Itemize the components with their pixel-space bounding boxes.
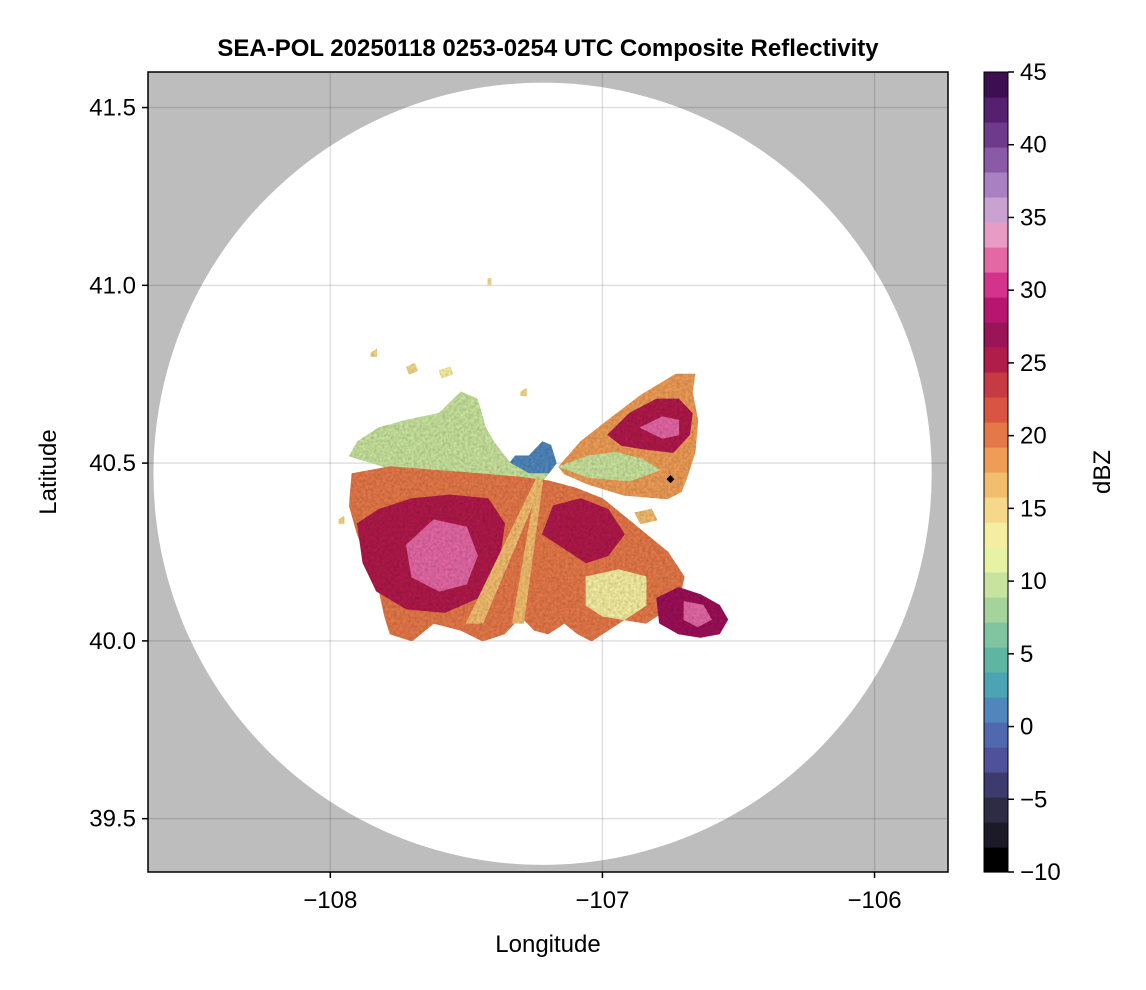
y-tick-label: 41.5: [89, 95, 136, 122]
colorbar-swatch: [984, 722, 1008, 748]
reflectivity-echoes: [338, 277, 729, 642]
x-tick-label: −107: [575, 887, 629, 914]
x-tick-label: −106: [847, 887, 901, 914]
colorbar-tick-label: 15: [1020, 495, 1047, 522]
echo-south-green: [585, 569, 647, 621]
x-tick-label: −108: [303, 887, 357, 914]
colorbar-tick-label: 0: [1020, 714, 1033, 741]
echo-central-orange: [542, 498, 625, 564]
colorbar-swatch: [984, 472, 1008, 498]
echo-frag-5: [338, 515, 345, 525]
echo-ray-sw: [465, 476, 544, 624]
colorbar-tick-label: 20: [1020, 423, 1047, 450]
echo-frag-4: [370, 348, 378, 357]
echo-frag-2: [438, 366, 454, 379]
colorbar-swatch: [984, 622, 1008, 648]
colorbar-tick-label: 40: [1020, 132, 1047, 159]
colorbar-tick-label: −5: [1020, 786, 1047, 813]
y-tick-label: 40.0: [89, 628, 136, 655]
colorbar-swatch: [984, 347, 1008, 373]
colorbar-swatch: [984, 847, 1008, 873]
colorbar-tick-label: 30: [1020, 277, 1047, 304]
colorbar-swatch: [984, 147, 1008, 173]
colorbar-tick-label: 35: [1020, 204, 1047, 231]
echo-frag-1: [487, 277, 492, 286]
colorbar-swatch: [984, 547, 1008, 573]
colorbar-tick-label: 25: [1020, 350, 1047, 377]
colorbar-swatch: [984, 597, 1008, 623]
y-axis: 39.5 40.0 40.5 41.0 41.5: [89, 95, 148, 833]
echo-ne-core: [640, 416, 680, 439]
colorbar-tick-label: 45: [1020, 59, 1047, 86]
colorbar-swatch: [984, 697, 1008, 723]
colorbar-swatch: [984, 422, 1008, 448]
colorbar-swatch: [984, 197, 1008, 223]
echo-frag-3: [406, 363, 418, 375]
colorbar-swatch: [984, 797, 1008, 823]
colorbar-swatch: [984, 297, 1008, 323]
y-tick-label: 40.5: [89, 450, 136, 477]
colorbar-frame: [983, 71, 1009, 873]
plot-frame: [147, 71, 949, 873]
colorbar-swatch: [984, 122, 1008, 148]
y-tick-label: 41.0: [89, 272, 136, 299]
echo-frag-7: [634, 508, 658, 525]
colorbar-swatch: [984, 72, 1008, 98]
colorbar-swatch: [984, 647, 1008, 673]
colorbar-swatch: [984, 497, 1008, 523]
y-tick-label: 39.5: [89, 806, 136, 833]
echo-se-core: [683, 601, 712, 628]
chart-title: SEA-POL 20250118 0253-0254 UTC Composite…: [217, 35, 879, 62]
colorbar-swatch: [984, 172, 1008, 198]
colorbar-swatch: [984, 372, 1008, 398]
colorbar-tick-label: 5: [1020, 641, 1033, 668]
colorbar-tick-label: −10: [1020, 859, 1061, 886]
radar-site-layer: [666, 475, 675, 484]
colorbar-swatch: [984, 447, 1008, 473]
colorbar-swatch: [984, 397, 1008, 423]
colorbar-swatch: [984, 247, 1008, 273]
echo-frag-6: [520, 387, 527, 397]
radar-site-marker: [666, 475, 675, 484]
colorbar-swatch: [984, 572, 1008, 598]
echo-ne-teal: [558, 451, 661, 482]
colorbar-swatch: [984, 222, 1008, 248]
colorbar-swatch: [984, 822, 1008, 848]
x-axis: −108 −107 −106: [303, 872, 902, 914]
colorbar-swatch: [984, 522, 1008, 548]
plot-area: [148, 72, 948, 872]
colorbar: −10 −5 0 5 10 15 20 25 30 35 40 45: [983, 59, 1061, 886]
echo-west-core: [406, 519, 478, 592]
colorbar-swatch: [984, 772, 1008, 798]
colorbar-swatch: [984, 272, 1008, 298]
colorbar-swatch: [984, 97, 1008, 123]
colorbar-tick-label: 10: [1020, 568, 1047, 595]
colorbar-swatch: [984, 672, 1008, 698]
colorbar-swatch: [984, 747, 1008, 773]
x-axis-label: Longitude: [495, 931, 600, 958]
colorbar-swatch: [984, 322, 1008, 348]
y-axis-label: Latitude: [35, 429, 62, 514]
colorbar-label: dBZ: [1089, 450, 1116, 494]
